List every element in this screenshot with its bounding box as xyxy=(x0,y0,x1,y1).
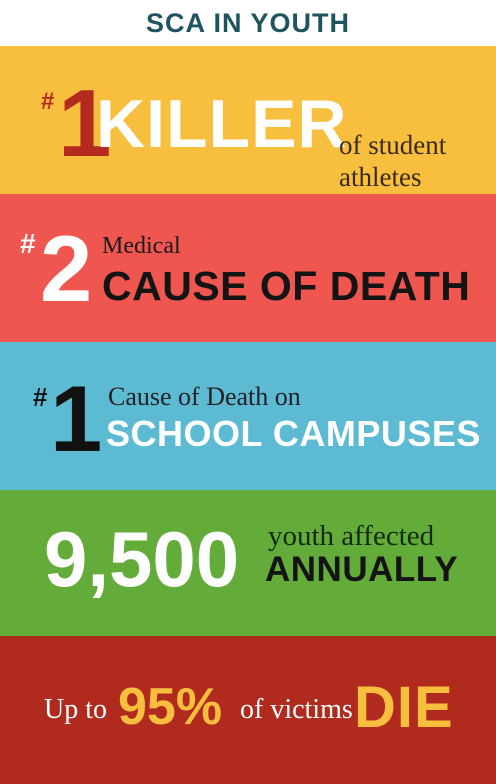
stat-mid-text: of victims xyxy=(240,694,353,725)
stat-hash: # xyxy=(41,88,55,115)
page-title: SCA IN YOUTH xyxy=(145,7,351,38)
stat-subtext-line2: athletes xyxy=(339,162,422,192)
stat-pre-text: Up to xyxy=(44,694,107,725)
stat-band-killer: # 1 KILLER of student athletes xyxy=(0,46,496,194)
stat-number: 9,500 xyxy=(44,515,240,603)
stat-prefix: Cause of Death on xyxy=(108,382,301,411)
stat-headline: KILLER xyxy=(96,86,348,162)
stat-headline: CAUSE OF DEATH xyxy=(102,263,471,309)
stat-number: 1 xyxy=(58,70,111,177)
stat-prefix: Medical xyxy=(102,233,181,259)
stat-band-youth-affected: 9,500 youth affected ANNUALLY xyxy=(0,490,496,636)
stat-subtext-line1: of student xyxy=(339,130,447,160)
stat-band-victims-die: Up to 95% of victims DIE xyxy=(0,636,496,784)
stat-number: 2 xyxy=(40,216,93,321)
stat-headline: DIE xyxy=(354,675,454,740)
stat-band-school-campuses: # 1 Cause of Death on SCHOOL CAMPUSES xyxy=(0,342,496,490)
stat-band-medical-cause: # 2 Medical CAUSE OF DEATH xyxy=(0,194,496,342)
stat-hash: # xyxy=(33,382,48,412)
header: SCA IN YOUTH xyxy=(0,0,496,46)
stat-prefix: youth affected xyxy=(268,520,435,552)
stat-number: 1 xyxy=(50,366,102,471)
stat-hash: # xyxy=(20,228,36,259)
stat-headline: SCHOOL CAMPUSES xyxy=(106,413,481,454)
stat-number: 95% xyxy=(118,678,223,736)
stat-headline: ANNUALLY xyxy=(265,550,459,589)
